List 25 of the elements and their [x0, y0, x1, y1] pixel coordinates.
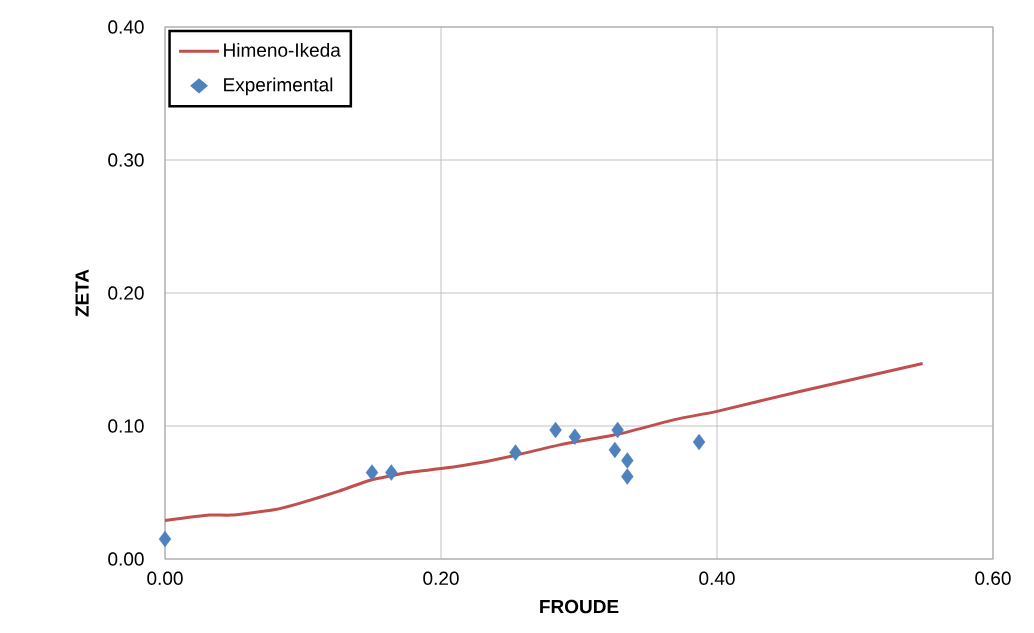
y-tick-label: 0.00 [108, 552, 144, 566]
point [611, 421, 624, 439]
x-tick-label: 0.20 [423, 571, 459, 585]
legend-label: Experimental [224, 77, 333, 96]
legend-label: Himeno-Ikeda [224, 42, 341, 57]
point [549, 421, 562, 439]
point [692, 433, 706, 451]
point [385, 464, 398, 481]
y-tick-label: 0.30 [108, 153, 144, 167]
x-axis-title: FROUDE [540, 599, 619, 614]
point [608, 441, 622, 459]
point [509, 444, 522, 461]
point [621, 468, 634, 485]
y-tick-label: 0.20 [108, 286, 144, 300]
point [365, 464, 379, 481]
y-axis-title: ZETA [75, 269, 89, 317]
point [158, 530, 172, 548]
x-tick-label: 0.60 [975, 571, 1011, 585]
x-tick-label: 0.40 [699, 571, 735, 585]
point [621, 452, 634, 469]
y-tick-label: 0.40 [108, 20, 144, 34]
line-series [165, 361, 925, 522]
point [568, 428, 582, 445]
y-tick-label: 0.10 [108, 419, 144, 433]
x-tick-label: 0.00 [147, 571, 183, 585]
